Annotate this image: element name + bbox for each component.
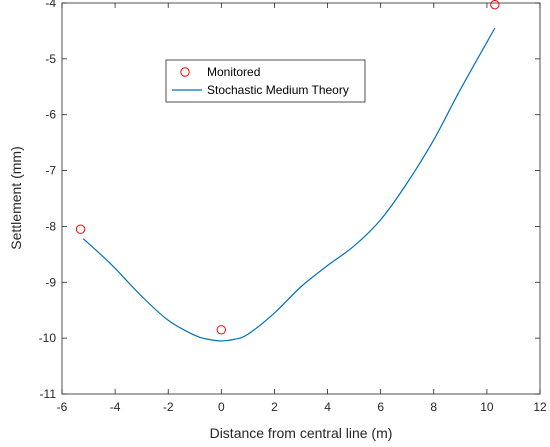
x-tick-label: -2 — [163, 400, 174, 414]
y-tick-label: -9 — [45, 275, 56, 289]
legend-label-stochastic: Stochastic Medium Theory — [207, 83, 349, 97]
y-tick-label: -11 — [40, 387, 57, 401]
x-tick-label: 2 — [271, 400, 278, 414]
x-tick-label: 10 — [480, 400, 494, 414]
series-line-stochastic-medium-theory — [82, 27, 496, 342]
y-tick-label: -4 — [45, 0, 56, 10]
y-axis-label: Settlement (mm) — [8, 146, 24, 249]
y-axis-ticks: -11 -10 -9 -8 -7 -6 -5 -4 — [39, 0, 540, 401]
x-tick-label: 8 — [430, 400, 437, 414]
x-axis-ticks: -6 -4 -2 0 2 4 6 8 10 12 — [57, 3, 547, 414]
y-tick-label: -7 — [45, 164, 56, 178]
y-tick-label: -8 — [45, 219, 56, 233]
x-tick-label: 6 — [377, 400, 384, 414]
series-layer — [75, 0, 500, 342]
x-tick-label: 4 — [324, 400, 331, 414]
legend: Monitored Stochastic Medium Theory — [165, 59, 366, 103]
y-tick-label: -6 — [45, 108, 56, 122]
x-tick-label: -4 — [110, 400, 121, 414]
monitored-point — [216, 325, 227, 335]
x-axis-label: Distance from central line (m) — [210, 425, 393, 441]
x-tick-label: -6 — [57, 400, 68, 414]
legend-marker-monitored — [180, 67, 190, 77]
y-tick-label: -5 — [45, 52, 56, 66]
x-tick-label: 0 — [218, 400, 225, 414]
x-tick-label: 12 — [533, 400, 547, 414]
legend-box — [165, 59, 366, 103]
legend-label-monitored: Monitored — [207, 65, 260, 79]
y-tick-label: -10 — [39, 331, 57, 345]
monitored-point — [490, 0, 500, 10]
monitored-point — [75, 224, 86, 234]
